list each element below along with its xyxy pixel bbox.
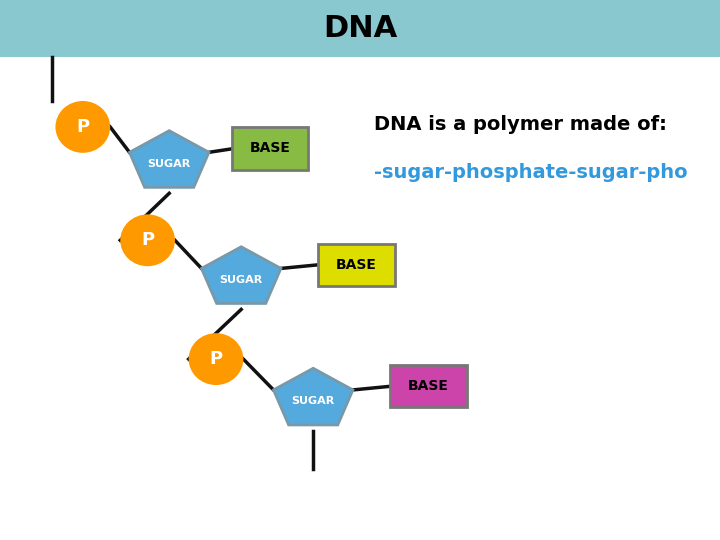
Text: SUGAR: SUGAR — [220, 275, 263, 285]
FancyBboxPatch shape — [232, 127, 308, 170]
Ellipse shape — [55, 101, 110, 153]
Text: BASE: BASE — [408, 379, 449, 393]
Text: P: P — [76, 118, 89, 136]
Polygon shape — [130, 131, 209, 187]
Text: P: P — [210, 350, 222, 368]
Text: -sugar-phosphate-sugar-pho: -sugar-phosphate-sugar-pho — [374, 163, 688, 183]
FancyBboxPatch shape — [0, 0, 720, 57]
FancyBboxPatch shape — [318, 244, 395, 286]
Text: BASE: BASE — [250, 141, 290, 156]
Text: DNA: DNA — [323, 14, 397, 43]
Text: BASE: BASE — [336, 258, 377, 272]
Ellipse shape — [120, 214, 175, 266]
Text: SUGAR: SUGAR — [148, 159, 191, 168]
Text: DNA is a polymer made of:: DNA is a polymer made of: — [374, 114, 667, 134]
FancyBboxPatch shape — [390, 365, 467, 407]
Text: P: P — [141, 231, 154, 249]
Polygon shape — [202, 247, 281, 303]
Text: SUGAR: SUGAR — [292, 396, 335, 406]
Ellipse shape — [189, 333, 243, 385]
Polygon shape — [274, 368, 353, 425]
